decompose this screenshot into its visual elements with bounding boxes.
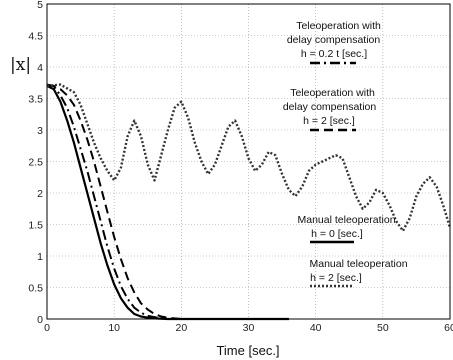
annotation-delay-0.2t: Teleoperation with delay compensation h … <box>287 20 384 60</box>
x-tick-label: 60 <box>444 322 453 334</box>
y-tick-label: 0.5 <box>28 283 43 295</box>
y-tick-label: 0 <box>37 314 43 326</box>
annotation-manual-h2: Manual teleoperation h = 2 [sec.] <box>310 258 411 284</box>
x-tick-label: 30 <box>243 322 255 334</box>
x-axis-label: Time [sec.] <box>216 343 279 358</box>
y-tick-label: 5 <box>37 0 43 11</box>
y-tick-label: 4 <box>37 62 43 74</box>
annotations: Teleoperation with delay compensation h … <box>283 20 411 288</box>
y-tick-label: 2.5 <box>28 157 43 169</box>
x-tick-label: 50 <box>377 322 389 334</box>
series-line-manual-h2 <box>46 83 452 233</box>
y-tick-label: 3.5 <box>28 94 43 106</box>
plot-frame <box>46 3 451 320</box>
x-tick-label: 10 <box>108 322 120 334</box>
y-tick-label: 4.5 <box>28 31 43 43</box>
x-tick-label: 40 <box>310 322 322 334</box>
y-tick-label: 3 <box>37 125 43 137</box>
x-tick-label: 20 <box>175 322 187 334</box>
y-tick-label: 1.5 <box>28 220 43 232</box>
x-tick-label: 0 <box>44 322 50 334</box>
y-tick-label: 1 <box>37 251 43 263</box>
grid <box>47 4 450 319</box>
annotation-delay-h2: Teleoperation with delay compensation h … <box>283 87 379 127</box>
y-axis-label: |x| <box>10 55 31 75</box>
ticks: 0 10 20 30 40 50 60 0 0.5 1 1.5 2 2.5 3 3.5 4 4.5 5 <box>28 0 453 334</box>
y-tick-label: 2 <box>37 188 43 200</box>
annotation-manual-h0: Manual teleoperation h = 0 [sec.] <box>298 214 399 240</box>
